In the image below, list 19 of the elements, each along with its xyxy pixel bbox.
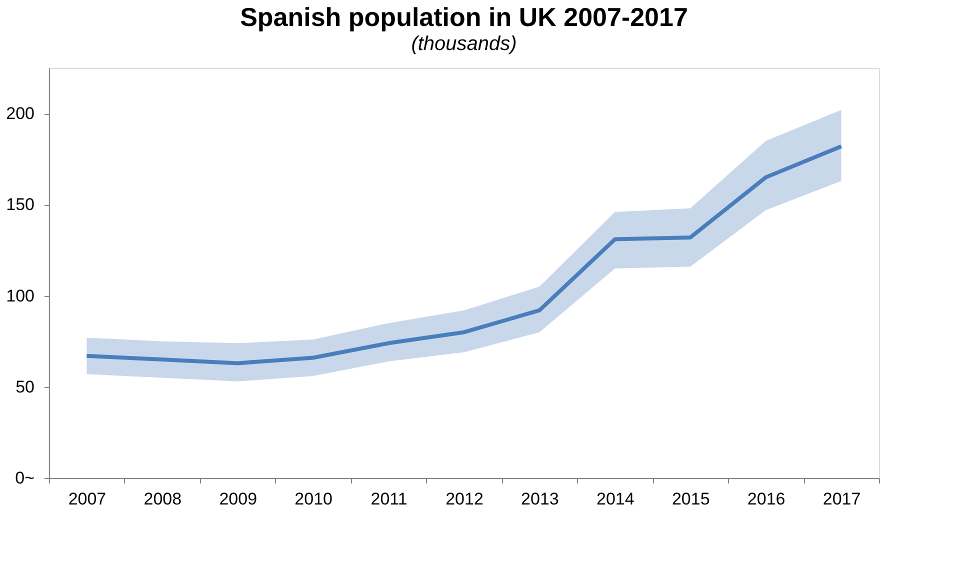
line-series [84,144,844,366]
x-tick-label: 2015 [672,490,710,508]
x-tick-label: 2008 [144,490,182,508]
y-tick-label: 100 [6,286,34,306]
chart-title: Spanish population in UK 2007-2017 [240,2,688,32]
x-tick-label: 2013 [521,490,559,508]
y-tick-label: 0~ [15,468,35,488]
x-tick-label: 2012 [446,490,484,508]
y-tick-label: 50 [16,377,34,396]
x-tick-label: 2014 [596,490,634,508]
x-tick-label: 2007 [68,490,106,508]
x-tick-label: 2009 [219,490,258,508]
chart-subtitle: (thousands) [411,33,517,55]
x-tick-label: 2017 [822,490,861,508]
x-tick-label: 2010 [294,490,333,508]
x-tick-label: 2011 [370,490,408,508]
y-tick-label: 150 [6,195,34,214]
x-tick-label: 2016 [747,490,786,508]
y-tick-label: 200 [6,104,34,124]
